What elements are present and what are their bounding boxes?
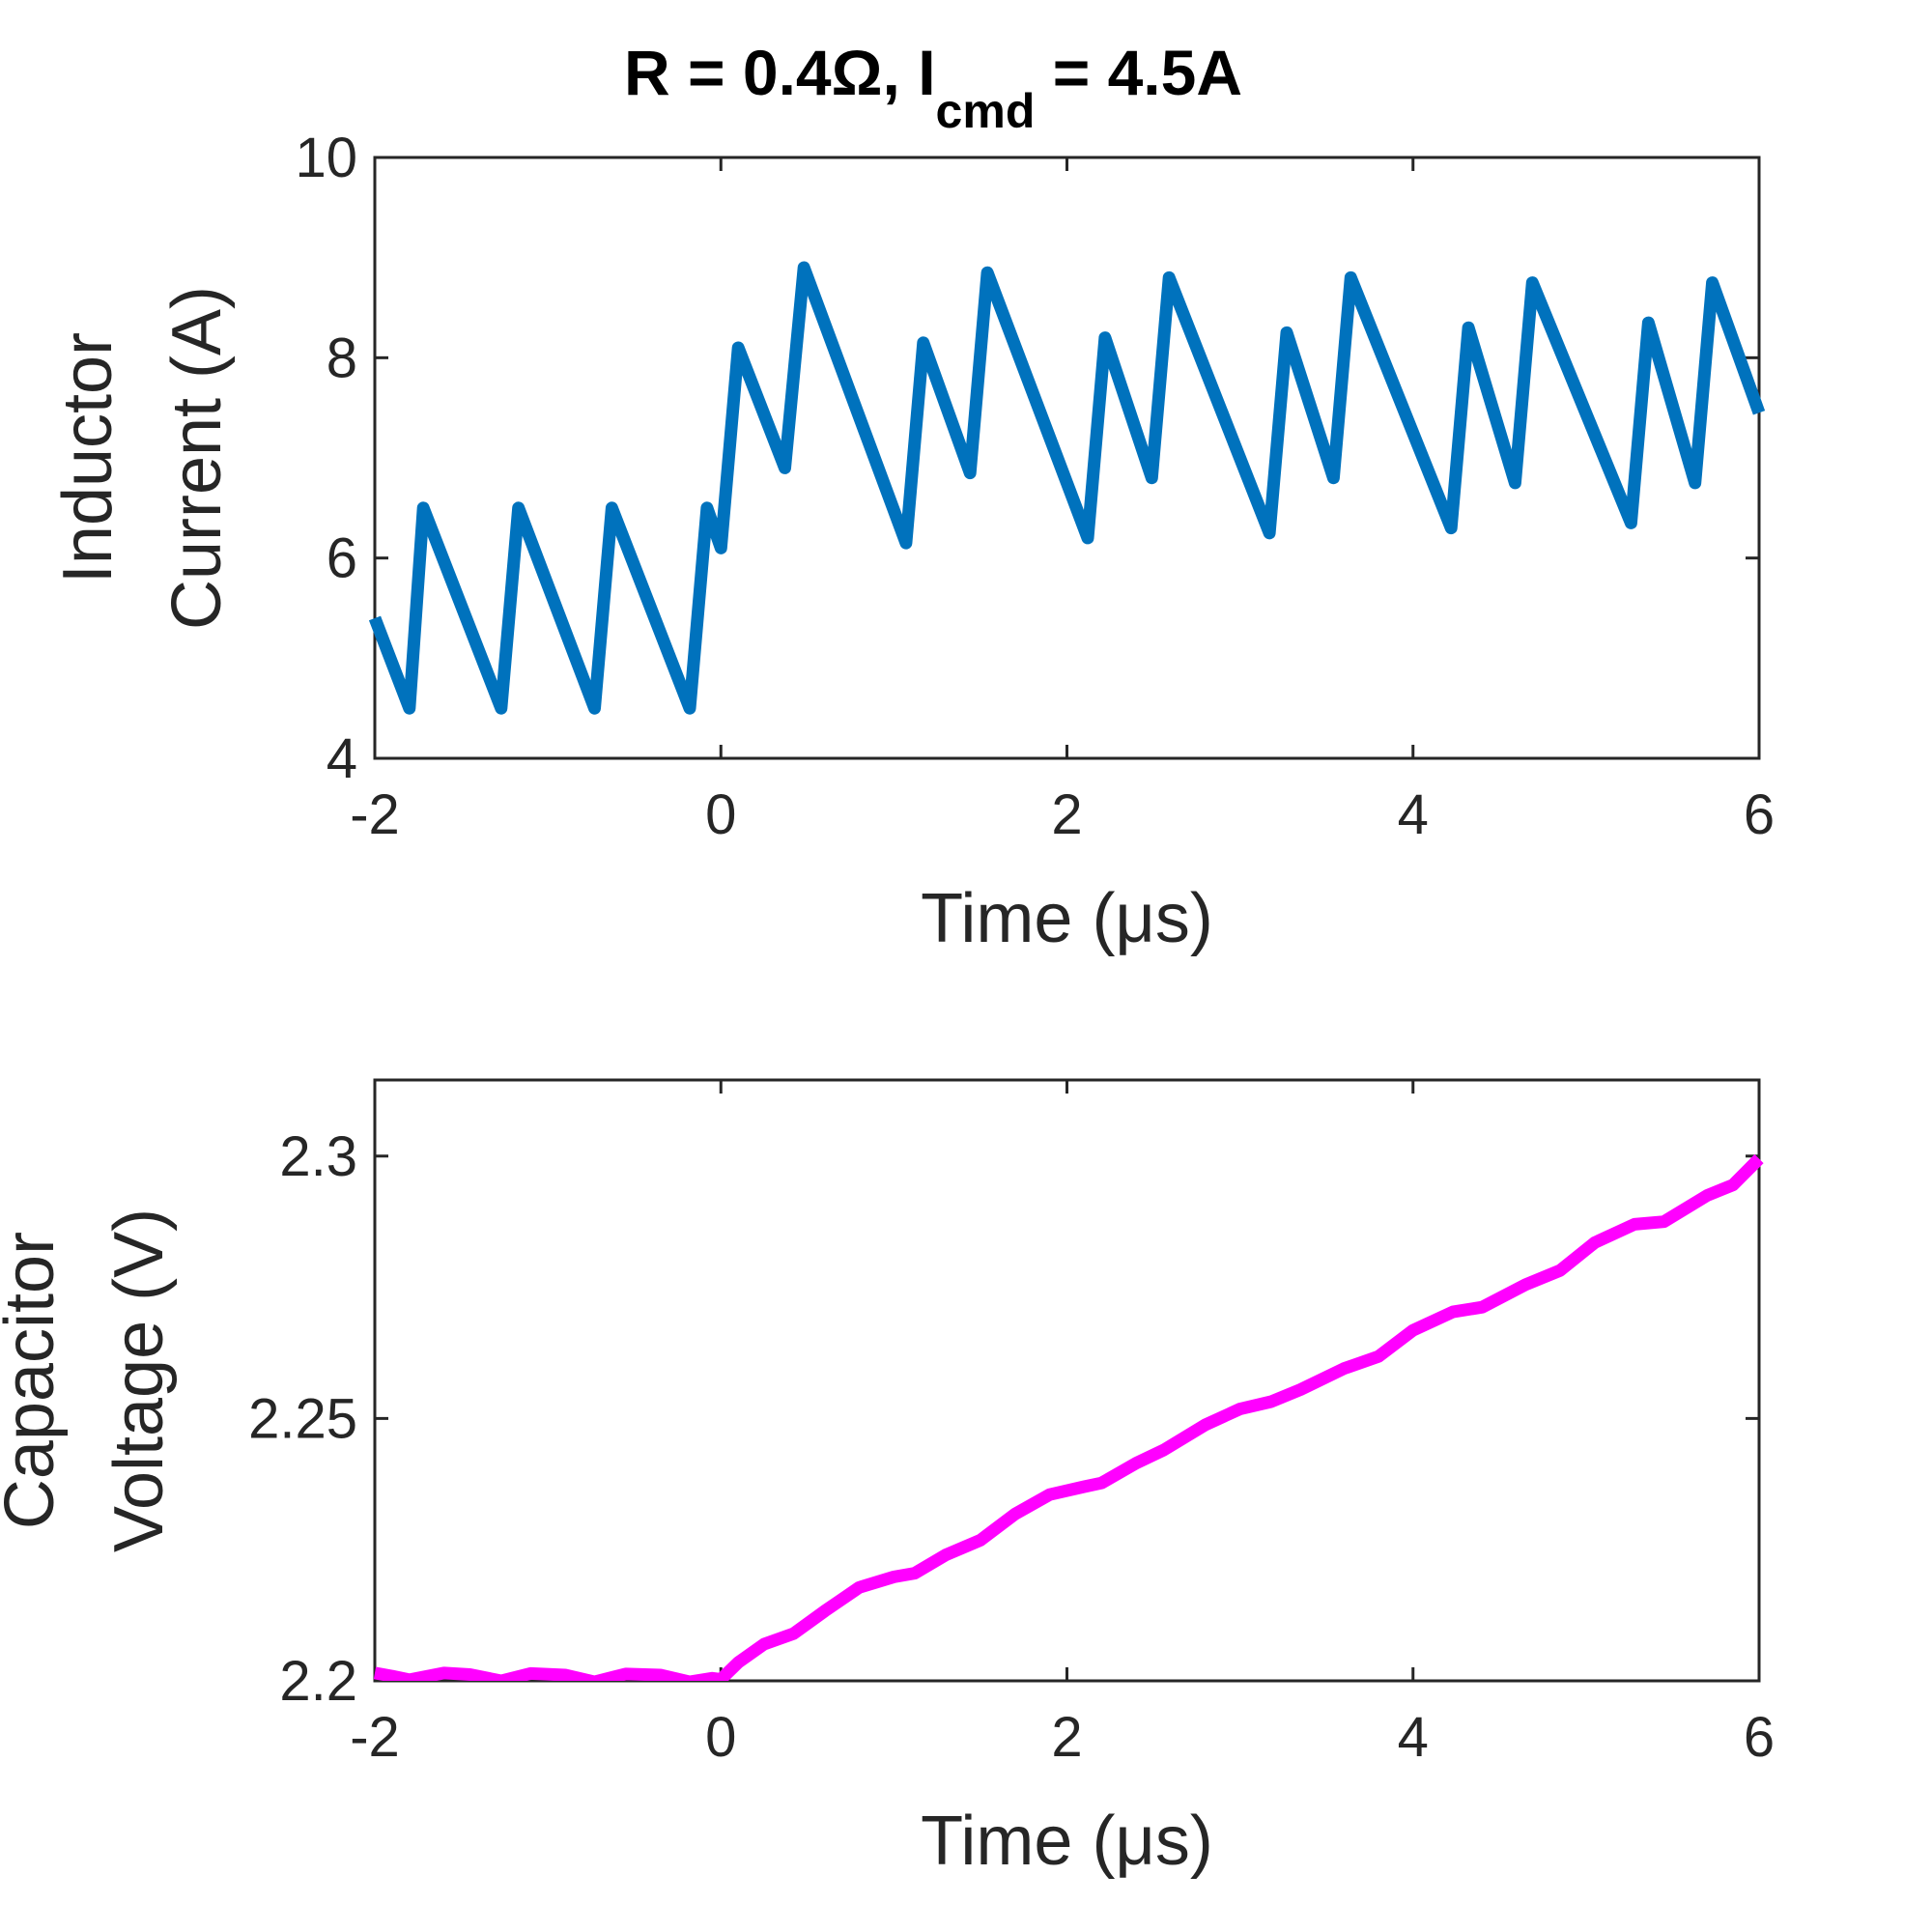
x-tick-label: 6 [1744, 783, 1775, 846]
series-line [368, 261, 1766, 715]
x-tick-label: 0 [705, 1706, 736, 1769]
y-axis-label: Current (A) [158, 286, 236, 630]
x-tick-label: -2 [350, 783, 400, 846]
capacitor-voltage-axes: -2 0 2 4 6 2.2 2.25 2.3 Time (μs) Capacitor Voltag… [0, 1078, 1775, 1880]
inductor-current-axes: -2 0 2 4 6 4 6 8 10 Time (μs) Inductor Current (A) [49, 127, 1775, 957]
y-tick-label: 8 [327, 327, 357, 389]
x-axis-label: Time (μs) [921, 880, 1213, 957]
y-tick-label: 2.3 [279, 1125, 357, 1188]
x-tick-label: 2 [1051, 783, 1082, 846]
figure-title-tail: = 4.5A [1035, 37, 1242, 108]
y-axis-label: Inductor [49, 332, 127, 583]
y-tick-label: 4 [327, 727, 357, 790]
x-tick-label: -2 [350, 1706, 400, 1769]
figure-title: R = 0.4Ω, Icmd = 4.5A [624, 37, 1242, 138]
axes-box [373, 1078, 1761, 1683]
y-axis-label: Voltage (V) [100, 1208, 178, 1552]
figure-title-subscript: cmd [936, 84, 1036, 138]
x-tick-label: 0 [705, 783, 736, 846]
x-tick-label: 6 [1744, 1706, 1775, 1769]
y-tick-label: 2.25 [248, 1387, 357, 1450]
x-tick-label: 4 [1398, 1706, 1429, 1769]
x-tick-label: 2 [1051, 1706, 1082, 1769]
x-axis-label: Time (μs) [921, 1803, 1213, 1880]
y-axis-label: Capacitor [0, 1232, 69, 1529]
y-tick-label: 10 [295, 127, 357, 189]
figure-title-main: R = 0.4Ω, I [624, 37, 936, 108]
y-tick-label: 6 [327, 527, 357, 590]
x-tick-label: 4 [1398, 783, 1429, 846]
y-tick-label: 2.2 [279, 1650, 357, 1713]
series-line [373, 1153, 1764, 1681]
